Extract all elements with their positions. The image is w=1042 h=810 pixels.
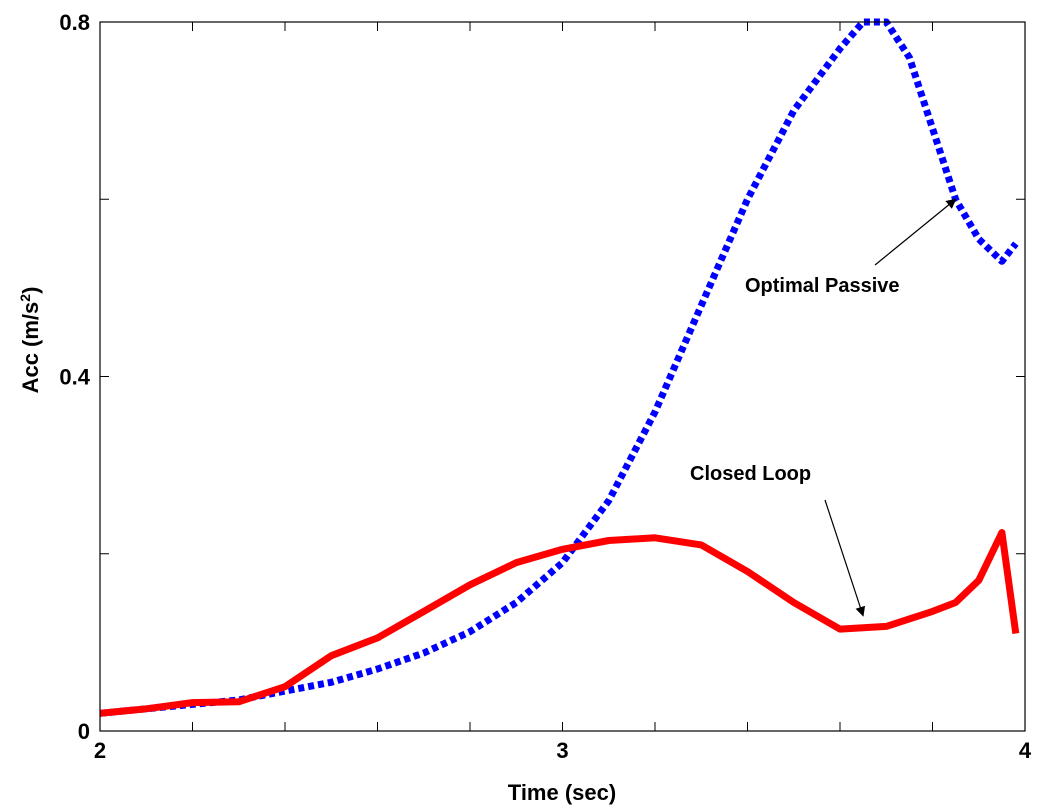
- x-tick-label: 2: [94, 738, 106, 763]
- x-tick-label: 4: [1019, 738, 1032, 763]
- annotations-layer: Optimal Passive Closed Loop: [690, 198, 957, 617]
- annotation-arrow-optimal: [874, 198, 957, 266]
- annotation-closed: Closed Loop: [690, 463, 811, 485]
- y-tick-label: 0.8: [59, 10, 90, 35]
- y-axis-label: Acc (m/s2): [17, 287, 43, 394]
- y-axis-label-superscript: 2: [17, 294, 33, 302]
- x-tick-label: 3: [556, 738, 568, 763]
- plot-frame: [99, 21, 1026, 732]
- x-axis-label: Time (sec): [508, 780, 616, 805]
- plot-area-background: [100, 22, 1025, 731]
- series-line-closed: [99, 529, 1020, 717]
- tick-labels-layer: 2 3 4 0 0.4 0.8: [59, 10, 1031, 763]
- series-line-optimal: [99, 18, 1019, 717]
- y-tick-label: 0.4: [59, 365, 90, 390]
- series-layer: [99, 18, 1020, 717]
- annotation-optimal: Optimal Passive: [745, 275, 900, 297]
- y-tick-label: 0: [78, 719, 90, 744]
- y-axis-label-main: Acc (m/s: [18, 302, 43, 394]
- y-axis-label-close: ): [18, 287, 43, 294]
- annotation-arrow-closed: [824, 499, 866, 617]
